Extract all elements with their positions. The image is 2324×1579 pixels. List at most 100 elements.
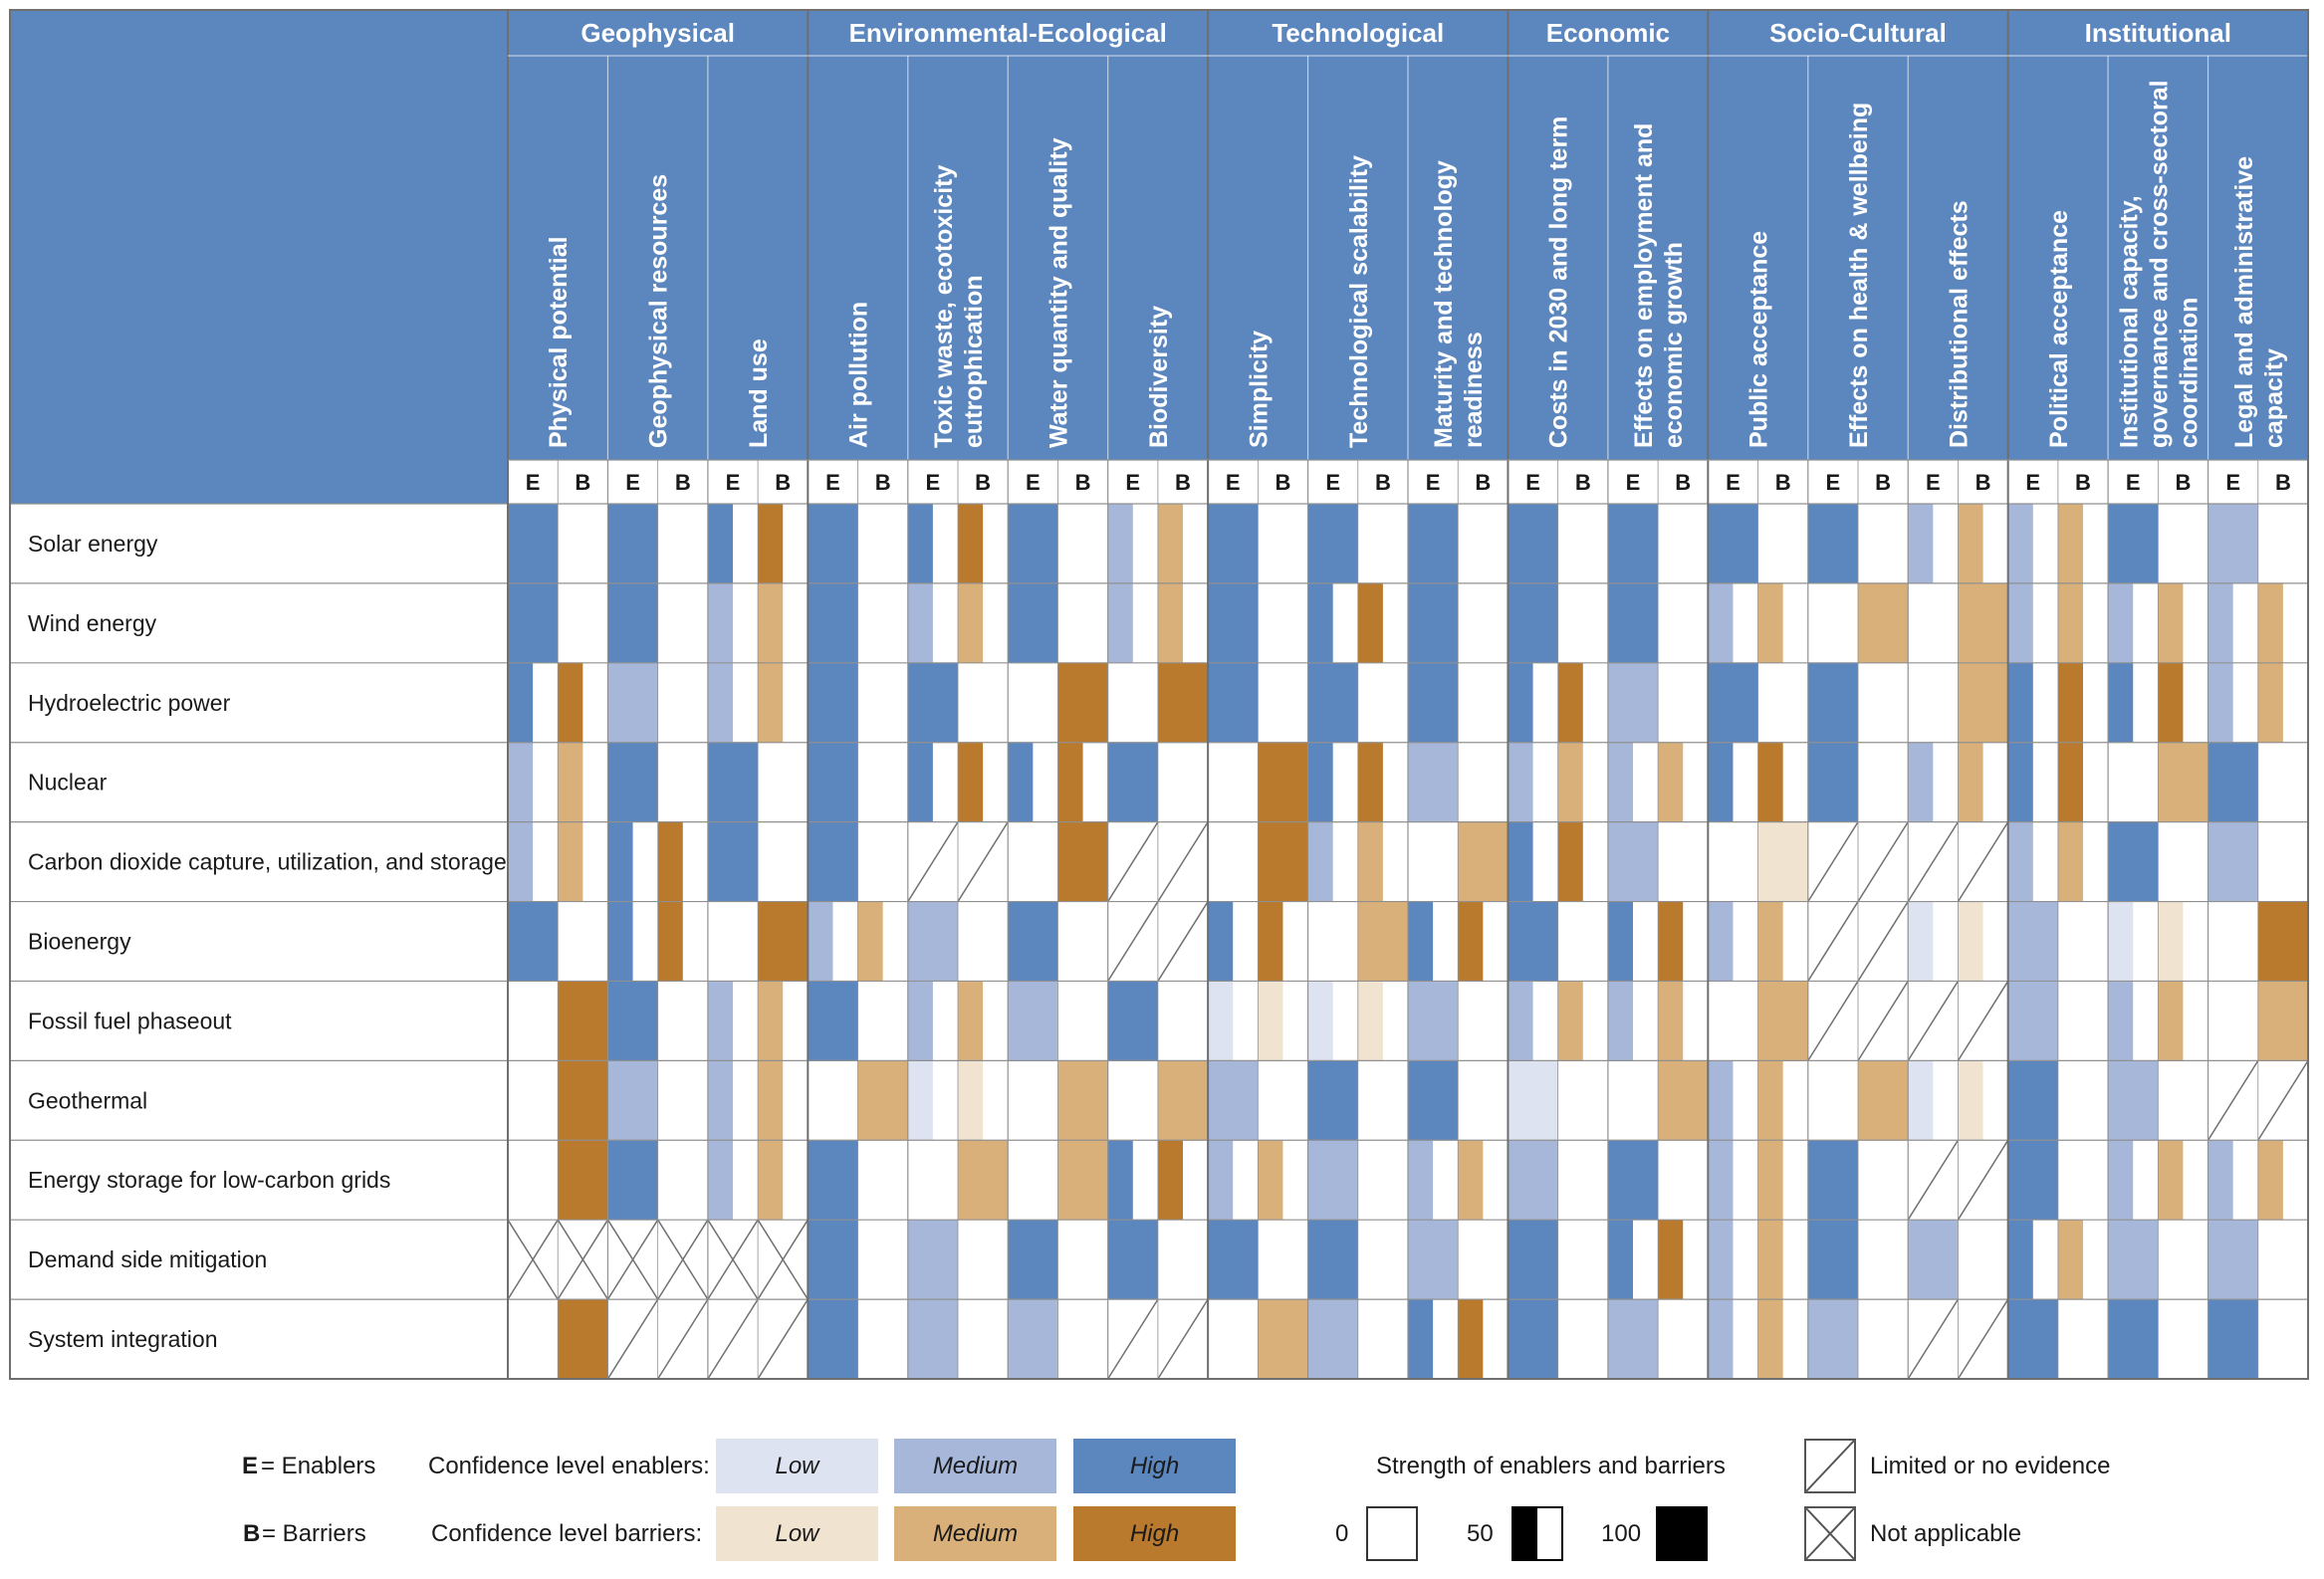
category-header: Economic xyxy=(1546,18,1670,48)
enabler-cell xyxy=(907,504,933,583)
indicator-label: Water quantity and quality xyxy=(1045,137,1072,448)
eb-subheader: B xyxy=(775,470,791,495)
enabler-cell xyxy=(1008,1299,1058,1379)
enabler-cell xyxy=(2007,742,2033,822)
not-applicable-mark xyxy=(707,1219,759,1300)
barrier-cell xyxy=(1757,582,1783,663)
barrier-cell xyxy=(758,1060,784,1141)
swatch-barrier-medium: Medium xyxy=(894,1506,1056,1561)
barrier-cell xyxy=(1757,821,1808,902)
eb-subheader: E xyxy=(1826,470,1841,495)
enabler-cell xyxy=(1607,821,1659,902)
row-label: Geothermal xyxy=(28,1087,147,1113)
category-header: Institutional xyxy=(2085,18,2231,48)
enabler-cell xyxy=(2108,1220,2159,1300)
enabler-cell xyxy=(2108,901,2134,982)
enabler-cell xyxy=(2208,1299,2258,1379)
category-header: Technological xyxy=(1272,18,1444,48)
enabler-cell xyxy=(1708,901,1734,982)
indicator-label-line: Geophysical resources xyxy=(645,174,673,448)
enabler-cell xyxy=(2208,821,2258,902)
barrier-cell xyxy=(1557,821,1583,902)
enabler-cell xyxy=(1508,1299,1558,1379)
enabler-cell xyxy=(1307,504,1358,583)
row-label: Hydroelectric power xyxy=(28,690,231,716)
enabler-cell xyxy=(808,504,858,583)
category-header: Environmental-Ecological xyxy=(849,18,1167,48)
not-applicable-mark xyxy=(557,1219,609,1300)
eb-subheader: E xyxy=(1325,470,1340,495)
eb-subheader: E xyxy=(1026,470,1041,495)
enabler-cell xyxy=(2007,901,2058,982)
enabler-cell xyxy=(1807,1299,1858,1379)
limited-evidence-mark xyxy=(1957,1139,2009,1221)
enabler-cell xyxy=(1807,1140,1858,1221)
barrier-cell xyxy=(1258,901,1283,982)
enabler-cell xyxy=(1008,742,1034,822)
enabler-cell xyxy=(2108,662,2134,743)
barrier-cell xyxy=(2158,981,2184,1061)
enabler-cell xyxy=(1807,504,1858,583)
enabler-cell xyxy=(1508,821,1533,902)
barrier-cell xyxy=(1157,1140,1183,1221)
enabler-cell xyxy=(1307,1140,1358,1221)
swatch-enabler-high-label: High xyxy=(1129,1452,1180,1479)
barrier-cell xyxy=(1157,504,1183,583)
barrier-cell xyxy=(1357,742,1383,822)
barrier-cell xyxy=(1658,1060,1709,1141)
enabler-cell xyxy=(1908,504,1934,583)
enabler-cell xyxy=(808,662,858,743)
enabler-cell xyxy=(1307,1299,1358,1379)
enabler-cell xyxy=(607,742,658,822)
indicator-label: Air pollution xyxy=(845,302,873,448)
enabler-cell xyxy=(1708,504,1758,583)
limited-evidence-mark xyxy=(1807,981,1859,1061)
enabler-cell xyxy=(1208,662,1259,743)
enabler-cell xyxy=(1607,662,1659,743)
swatch-barrier-medium-label: Medium xyxy=(932,1519,1019,1547)
row-label: Bioenergy xyxy=(28,929,131,955)
barrier-cell xyxy=(1557,742,1583,822)
enabler-cell xyxy=(1908,1060,1934,1141)
indicator-label: Physical potential xyxy=(545,236,573,448)
enabler-cell xyxy=(1208,504,1259,583)
eb-subheader: E xyxy=(2025,470,2040,495)
barrier-cell xyxy=(2158,1140,2184,1221)
eb-subheader: E xyxy=(625,470,640,495)
barrier-cell xyxy=(958,1140,1009,1221)
barrier-cell xyxy=(1757,1140,1783,1221)
row-label: Fossil fuel phaseout xyxy=(28,1008,232,1033)
enabler-cell xyxy=(1408,1220,1459,1300)
barrier-cell xyxy=(958,582,984,663)
indicator-label-line: Legal and administrative xyxy=(2230,156,2258,448)
swatch-enabler-low: Low xyxy=(716,1439,878,1493)
enabler-cell xyxy=(1708,1299,1734,1379)
enabler-cell xyxy=(1408,504,1459,583)
eb-subheader: B xyxy=(1775,470,1791,495)
barrier-cell xyxy=(1757,1220,1783,1300)
enabler-cell xyxy=(707,742,759,822)
enabler-cell xyxy=(2007,582,2033,663)
limited-evidence-mark xyxy=(1157,901,1209,982)
enabler-cell xyxy=(1607,504,1659,583)
eb-subheader: E xyxy=(726,470,741,495)
enabler-cell xyxy=(1107,582,1133,663)
strength-100-label: 100 xyxy=(1601,1520,1642,1547)
indicator-label-line: capacity xyxy=(2260,348,2288,448)
barrier-cell xyxy=(758,1140,784,1221)
enabler-cell xyxy=(1607,1299,1659,1379)
enabler-cell xyxy=(508,742,534,822)
eb-subheader: B xyxy=(1875,470,1891,495)
limited-evidence-mark xyxy=(1907,1298,1960,1380)
enabler-cell xyxy=(2208,1220,2258,1300)
limited-evidence-mark xyxy=(1107,821,1159,902)
enabler-cell xyxy=(1908,1220,1959,1300)
indicator-label: Distributional effects xyxy=(1945,200,1973,448)
barrier-cell xyxy=(558,1060,608,1141)
barrier-cell xyxy=(1757,981,1808,1061)
eb-subheader: B xyxy=(975,470,991,495)
barrier-cell xyxy=(1057,1140,1108,1221)
enabler-cell xyxy=(1607,901,1633,982)
enabler-cell xyxy=(1607,582,1659,663)
limited-evidence-mark xyxy=(1107,1298,1159,1380)
